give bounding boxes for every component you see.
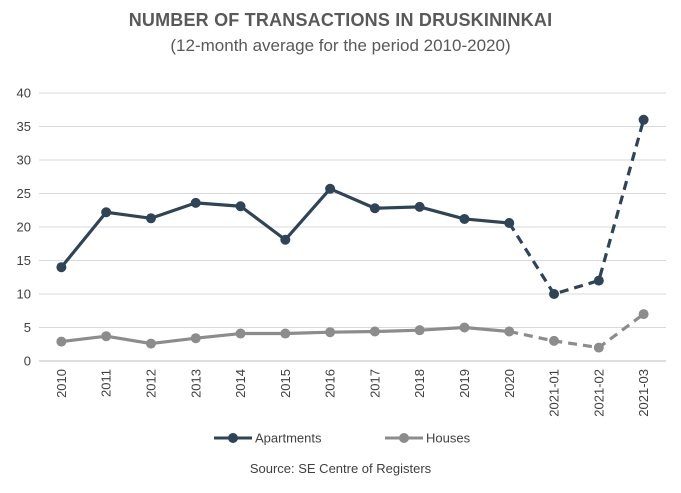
y-axis-ticks: 0 5 10 15 20 25 30 35 40 — [17, 86, 31, 369]
data-point — [56, 336, 67, 347]
series-line-solid — [60, 187, 510, 269]
x-tick-label: 2021-03 — [636, 369, 651, 417]
series-line-dashed — [508, 312, 645, 350]
data-point — [593, 342, 604, 353]
data-point — [235, 328, 246, 339]
y-tick-label: 5 — [24, 320, 31, 335]
data-point — [504, 326, 515, 337]
data-point — [369, 326, 380, 337]
data-point — [101, 331, 112, 342]
x-tick-label: 2017 — [367, 369, 382, 398]
y-tick-label: 25 — [17, 186, 31, 201]
y-tick-label: 20 — [17, 220, 31, 235]
data-point — [101, 207, 112, 218]
x-tick-label: 2010 — [54, 369, 69, 398]
data-point — [459, 213, 470, 224]
x-tick-label: 2014 — [233, 369, 248, 398]
chart-subtitle: (12-month average for the period 2010-20… — [170, 36, 511, 55]
chart-title: NUMBER OF TRANSACTIONS IN DRUSKININKAI — [128, 10, 553, 30]
data-point — [190, 197, 201, 208]
legend-label: Houses — [426, 431, 471, 446]
y-tick-label: 10 — [17, 287, 31, 302]
series-houses — [56, 309, 649, 353]
x-tick-label: 2011 — [99, 369, 114, 397]
x-tick-label: 2021-02 — [591, 369, 606, 417]
chart-source: Source: SE Centre of Registers — [249, 461, 432, 476]
data-point — [638, 114, 649, 125]
y-tick-label: 30 — [17, 153, 31, 168]
legend-marker — [399, 433, 409, 443]
x-tick-label: 2012 — [143, 369, 158, 398]
x-tick-label: 2020 — [502, 369, 517, 398]
data-point — [280, 234, 291, 245]
series-apartments — [56, 114, 649, 299]
gridlines — [39, 92, 666, 362]
legend-marker — [228, 433, 238, 443]
data-point — [414, 201, 425, 212]
data-point — [145, 338, 156, 349]
y-tick-label: 40 — [17, 86, 31, 101]
x-tick-label: 2019 — [457, 369, 472, 398]
data-point — [280, 328, 291, 339]
legend-label: Apartments — [255, 431, 322, 446]
data-point — [638, 309, 649, 320]
data-point — [549, 289, 560, 299]
data-point — [56, 262, 67, 273]
legend: Apartments Houses — [214, 431, 471, 446]
data-point — [504, 217, 515, 228]
y-tick-label: 0 — [24, 354, 31, 369]
y-tick-label: 15 — [17, 253, 31, 268]
data-point — [459, 322, 470, 333]
x-tick-label: 2016 — [323, 369, 338, 398]
data-point — [325, 327, 336, 338]
legend-item-apartments: Apartments — [214, 431, 322, 446]
data-point — [549, 335, 560, 346]
data-point — [325, 183, 336, 194]
y-tick-label: 35 — [17, 119, 31, 134]
x-tick-label: 2013 — [188, 369, 203, 398]
series-line-dashed — [507, 119, 646, 296]
x-axis-ticks: 2010 2011 2012 2013 2014 2015 2016 2017 2018 2019… — [54, 369, 651, 417]
data-point — [593, 275, 604, 286]
data-point — [414, 325, 425, 336]
x-tick-label: 2015 — [278, 369, 293, 398]
series-group — [56, 114, 649, 353]
legend-item-houses: Houses — [385, 431, 471, 446]
x-tick-label: 2021-01 — [547, 369, 562, 417]
data-point — [235, 201, 246, 212]
x-tick-label: 2018 — [412, 369, 427, 398]
data-point — [145, 213, 156, 224]
data-point — [190, 333, 201, 344]
data-point — [369, 203, 380, 214]
